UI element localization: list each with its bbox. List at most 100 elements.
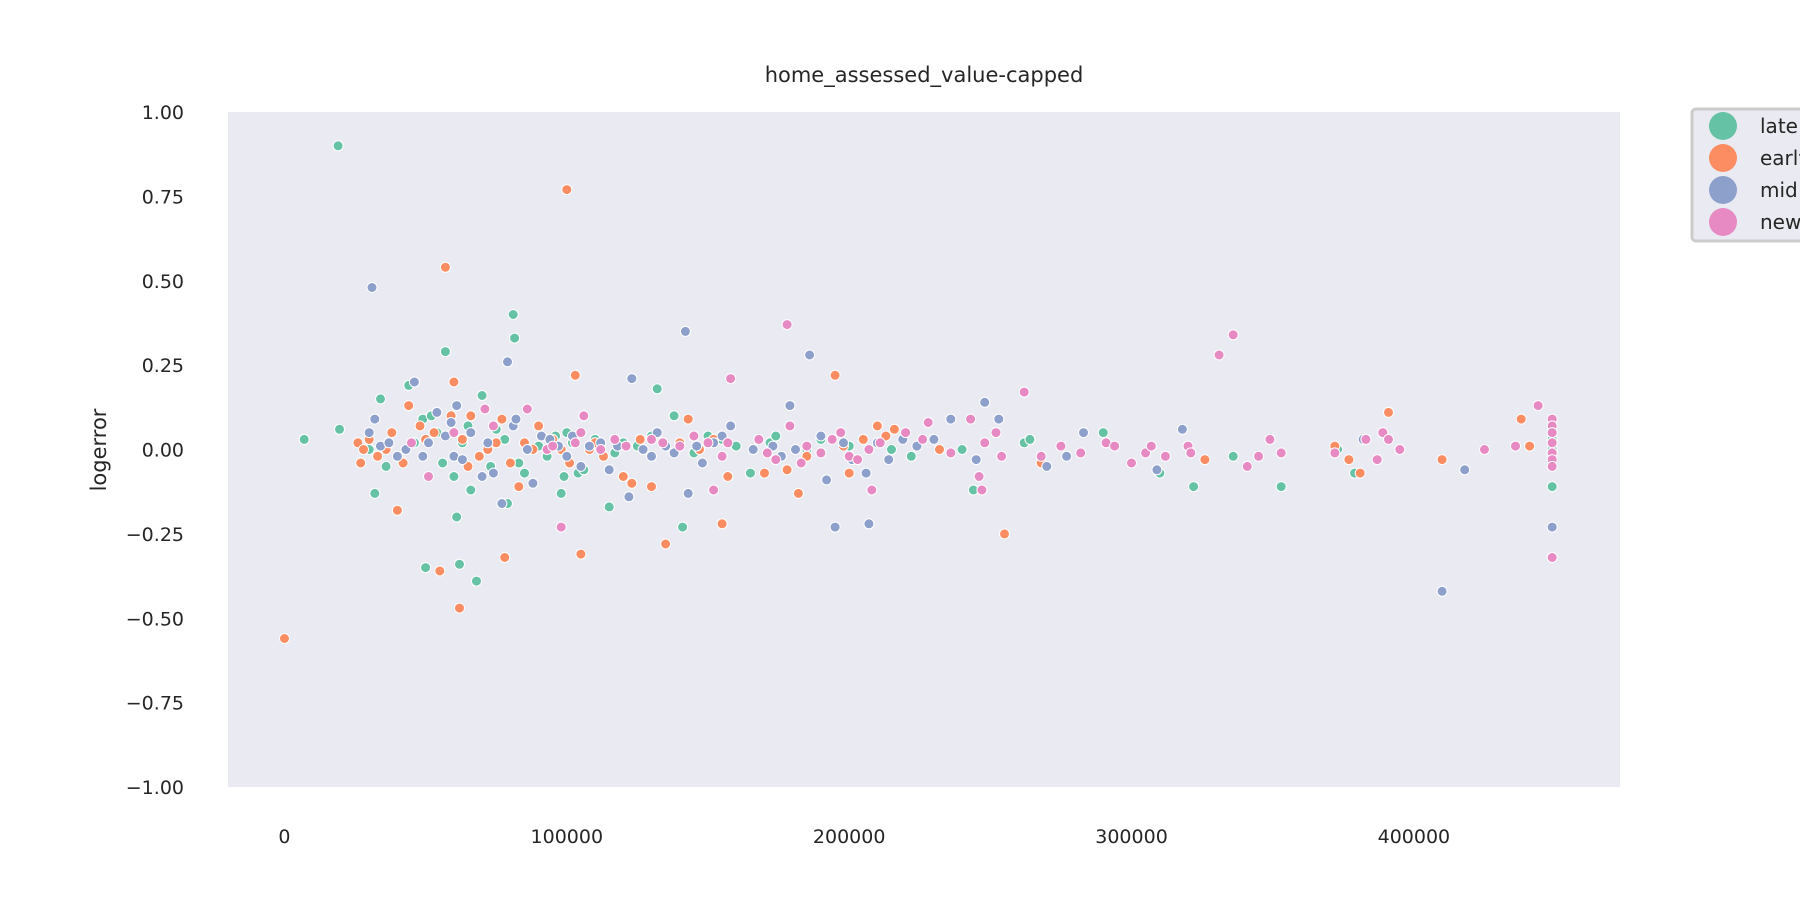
data-point-mid xyxy=(369,413,381,425)
data-point-early xyxy=(888,423,900,435)
data-point-new xyxy=(1394,444,1406,455)
data-point-new xyxy=(1479,444,1490,455)
data-point-late xyxy=(1097,427,1109,439)
data-point-late xyxy=(558,471,570,482)
data-point-mid xyxy=(696,457,708,469)
data-point-mid xyxy=(431,406,443,418)
x-tick-label: 200000 xyxy=(813,826,886,848)
data-point-new xyxy=(753,433,765,445)
data-point-new xyxy=(1546,427,1558,439)
data-point-late xyxy=(905,450,917,462)
data-point-mid xyxy=(487,467,499,479)
data-point-early xyxy=(999,528,1010,540)
data-point-new xyxy=(976,484,988,496)
data-point-mid xyxy=(626,373,638,385)
data-point-new xyxy=(406,437,417,449)
data-point-early xyxy=(722,471,734,482)
data-point-new xyxy=(795,457,807,469)
data-point-early xyxy=(1199,454,1211,466)
data-point-mid xyxy=(679,325,691,337)
data-point-mid xyxy=(747,444,759,455)
data-point-early xyxy=(829,369,841,381)
data-point-mid xyxy=(691,440,703,452)
data-point-mid xyxy=(1546,521,1558,533)
data-point-early xyxy=(279,633,290,644)
data-point-new xyxy=(1546,437,1558,449)
data-point-late xyxy=(375,393,386,405)
data-point-mid xyxy=(445,417,457,428)
y-tick-label: 0.50 xyxy=(142,271,184,293)
data-point-early xyxy=(465,410,477,422)
data-point-late xyxy=(1546,481,1558,493)
data-point-mid xyxy=(945,413,957,425)
data-point-late xyxy=(507,309,519,320)
data-point-new xyxy=(801,440,813,452)
x-tick-label: 400000 xyxy=(1378,826,1451,848)
data-point-early xyxy=(513,481,525,493)
data-point-early xyxy=(634,433,646,445)
data-point-late xyxy=(420,562,432,574)
data-point-mid xyxy=(423,437,434,449)
legend-label-mid: mid xyxy=(1760,178,1798,202)
data-point-early xyxy=(626,477,638,489)
data-point-early xyxy=(1515,413,1527,425)
data-point-early xyxy=(660,538,672,550)
data-point-late xyxy=(1275,481,1287,493)
data-point-early xyxy=(456,433,468,445)
data-point-mid xyxy=(391,450,403,462)
data-point-new xyxy=(874,437,886,449)
data-point-early xyxy=(646,481,657,493)
x-axis-ticks: 0 100000 200000 300000 400000 xyxy=(278,826,1450,848)
data-point-early xyxy=(682,413,694,425)
data-point-new xyxy=(1126,457,1137,469)
data-point-early xyxy=(355,457,367,469)
data-point-early xyxy=(792,487,804,499)
data-point-early xyxy=(843,467,855,479)
data-point-new xyxy=(990,427,1002,439)
data-point-mid xyxy=(623,491,635,503)
y-axis-label: logerror xyxy=(87,408,111,491)
data-point-late xyxy=(677,521,689,533)
data-point-late xyxy=(668,410,680,422)
data-point-new xyxy=(646,433,657,445)
data-point-early xyxy=(934,444,945,455)
data-point-new xyxy=(1075,447,1087,459)
data-point-new xyxy=(1532,400,1544,412)
data-point-mid xyxy=(725,420,737,432)
legend-label-late: late xyxy=(1760,114,1798,138)
y-tick-label: −0.25 xyxy=(126,524,184,546)
legend-marker-early xyxy=(1709,144,1737,172)
data-point-mid xyxy=(1436,585,1448,597)
data-point-mid xyxy=(417,450,429,462)
data-point-early xyxy=(617,471,629,482)
x-tick-label: 100000 xyxy=(531,826,604,848)
data-point-early xyxy=(386,427,398,439)
data-point-mid xyxy=(1078,427,1089,439)
data-point-new xyxy=(784,420,796,432)
data-point-new xyxy=(716,450,728,462)
data-point-mid xyxy=(465,427,477,439)
data-point-early xyxy=(1436,454,1448,466)
data-point-mid xyxy=(970,454,982,466)
data-point-new xyxy=(1109,440,1121,452)
data-point-new xyxy=(575,427,587,439)
data-point-early xyxy=(1383,406,1394,418)
data-point-mid xyxy=(1459,464,1471,476)
data-point-early xyxy=(448,376,460,388)
data-point-new xyxy=(423,471,434,482)
data-point-late xyxy=(380,460,392,472)
data-point-early xyxy=(759,467,770,479)
data-point-early xyxy=(434,565,446,577)
data-point-late xyxy=(509,332,521,344)
y-tick-label: 0.25 xyxy=(142,355,184,377)
data-point-mid xyxy=(637,444,649,455)
data-point-new xyxy=(852,454,864,466)
data-point-new xyxy=(945,447,957,459)
data-point-new xyxy=(487,420,499,432)
data-point-new xyxy=(578,410,590,422)
data-point-late xyxy=(471,575,482,587)
data-point-early xyxy=(1354,467,1366,479)
data-point-late xyxy=(1227,450,1239,462)
data-point-new xyxy=(1159,450,1171,462)
